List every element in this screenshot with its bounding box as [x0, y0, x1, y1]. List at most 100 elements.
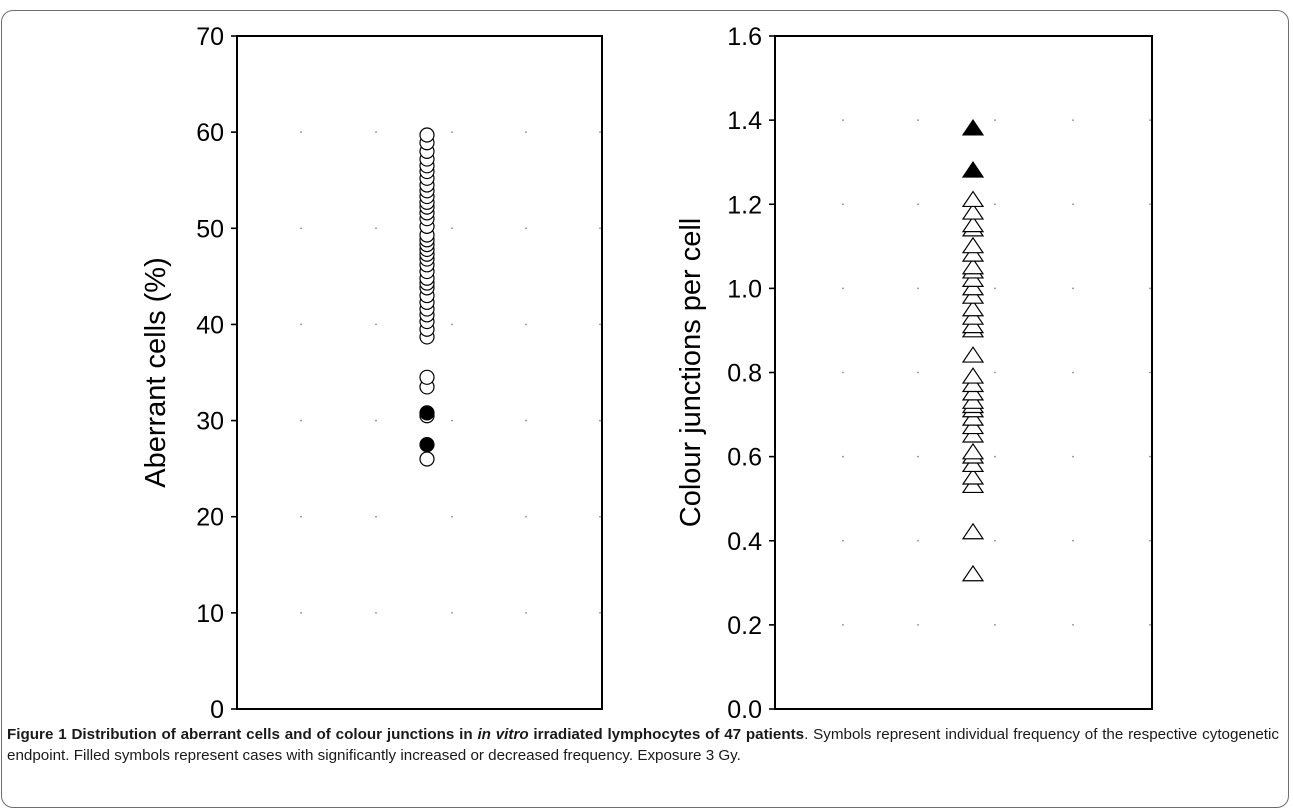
grid-dot	[994, 119, 996, 122]
grid-dot	[1149, 203, 1151, 206]
grid-dot	[1072, 203, 1074, 206]
grid-dot	[300, 323, 302, 326]
grid-dot	[525, 419, 527, 422]
grid-dot	[1149, 623, 1151, 626]
y-tick-label: 0.2	[727, 612, 762, 640]
grid-dot	[451, 131, 453, 134]
data-point	[961, 442, 985, 460]
grid-dot	[917, 203, 919, 206]
grid-dot	[1149, 371, 1151, 374]
grid-dot	[375, 611, 377, 614]
caption-title-a: Figure 1 Distribution of aberrant cells …	[7, 726, 478, 743]
chart-colour-junctions: 0.0 0.2 0.4 0.6 0.8 1.0 1.2 1.4 1.6 Colour juncti…	[675, 23, 1153, 724]
y-tick-label: 70	[196, 23, 224, 51]
grid-dot	[599, 515, 601, 518]
grid-dot	[917, 119, 919, 122]
grid-dot	[1149, 119, 1151, 122]
y-tick-label: 1.4	[727, 107, 762, 135]
caption-title-em: in vitro	[477, 726, 529, 743]
grid-dot	[599, 419, 601, 422]
grid-dot	[842, 455, 844, 458]
grid-dot	[599, 323, 601, 326]
caption-title-b: irradiated lymphocytes of 47 patients	[528, 726, 805, 743]
grid-dot	[300, 131, 302, 134]
grid-dot	[1072, 287, 1074, 290]
data-point	[961, 299, 985, 317]
data-point	[961, 426, 985, 443]
grid-dot	[994, 623, 996, 626]
data-point	[961, 409, 985, 426]
grid-dot	[917, 623, 919, 626]
data-point	[961, 476, 985, 494]
data-point	[961, 161, 985, 178]
data-point	[961, 367, 985, 384]
figure-caption: Figure 1 Distribution of aberrant cells …	[7, 725, 1279, 766]
data-point	[419, 127, 435, 143]
grid-dot	[375, 131, 377, 134]
y-tick-label: 20	[196, 504, 224, 532]
data-point	[961, 383, 985, 401]
y-tick-label: 0.0	[727, 696, 762, 724]
data-point	[419, 405, 435, 421]
data-point	[961, 522, 985, 540]
data-point	[961, 455, 985, 473]
y-tick-label: 50	[196, 215, 224, 243]
data-point	[961, 278, 985, 296]
data-point	[961, 564, 985, 582]
grid-dot	[300, 611, 302, 614]
grid-dot	[842, 203, 844, 206]
y-tick-label: 1.0	[727, 275, 762, 303]
grid-dot	[1149, 539, 1151, 542]
grid-dot	[917, 287, 919, 290]
grid-dot	[451, 515, 453, 518]
figure-frame	[1, 10, 1289, 808]
grid-dot	[1072, 455, 1074, 458]
y-tick-label: 0.4	[727, 528, 762, 556]
plot-area	[774, 35, 1153, 710]
figure-charts: 0 10 20 30 40 50 60 70 Aberrant cells (%) 0.0 0.2…	[140, 23, 1153, 724]
grid-dot	[451, 323, 453, 326]
grid-dot	[842, 119, 844, 122]
data-point	[961, 203, 985, 220]
grid-dot	[525, 131, 527, 134]
grid-dot	[451, 227, 453, 230]
grid-dot	[917, 539, 919, 542]
grid-dot	[994, 203, 996, 206]
grid-dot	[300, 419, 302, 422]
grid-dot	[525, 227, 527, 230]
grid-dot	[842, 287, 844, 290]
grid-dot	[994, 287, 996, 290]
grid-dot	[994, 539, 996, 542]
grid-dot	[994, 371, 996, 374]
data-point	[961, 118, 985, 136]
grid-dot	[842, 539, 844, 542]
data-point	[961, 417, 985, 435]
grid-dot	[300, 515, 302, 518]
data-point	[961, 308, 985, 325]
grid-dot	[1072, 371, 1074, 374]
data-point	[961, 190, 985, 208]
grid-dot	[451, 611, 453, 614]
grid-dot	[1149, 455, 1151, 458]
data-point	[419, 451, 435, 467]
grid-dot	[375, 323, 377, 326]
data-point	[961, 270, 985, 287]
grid-dot	[599, 227, 601, 230]
grid-dot	[525, 515, 527, 518]
grid-dot	[300, 227, 302, 230]
y-tick-label: 0.8	[727, 360, 762, 388]
y-tick-label: 10	[196, 600, 224, 628]
y-tick-label: 40	[196, 311, 224, 339]
data-point	[961, 215, 985, 233]
y-axis-label: Colour junctions per cell	[675, 218, 707, 527]
data-point	[961, 392, 985, 409]
grid-dot	[917, 455, 919, 458]
data-point	[961, 287, 985, 304]
data-point	[961, 375, 985, 393]
grid-dot	[842, 371, 844, 374]
grid-dot	[599, 131, 601, 134]
data-point	[961, 245, 985, 262]
data-point	[961, 316, 985, 334]
grid-dot	[1149, 287, 1151, 290]
grid-dot	[451, 419, 453, 422]
